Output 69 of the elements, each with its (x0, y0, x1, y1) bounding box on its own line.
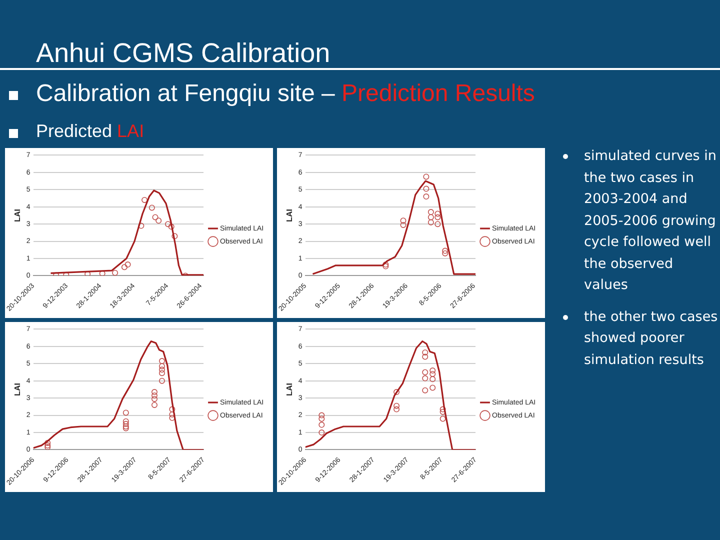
point (318, 412, 325, 418)
text: simulated curves in the two cases in 2003-2004 and 2005-2006 growing cycle followed well the observed values (584, 148, 716, 293)
text: Anhui CGMS Calibration (36, 38, 330, 69)
point (430, 370, 436, 377)
point (158, 358, 165, 364)
point (422, 387, 428, 394)
point (164, 221, 171, 228)
point (172, 233, 178, 240)
point (442, 250, 448, 256)
point (318, 422, 325, 428)
point (122, 425, 129, 432)
point (394, 406, 400, 412)
point (434, 210, 441, 217)
point (422, 369, 428, 376)
point (400, 218, 406, 224)
point (142, 196, 148, 203)
point (158, 378, 165, 384)
point (442, 248, 448, 254)
point (112, 270, 118, 276)
point (434, 221, 441, 228)
point (428, 214, 434, 220)
point (168, 224, 174, 230)
point (430, 368, 436, 374)
point (151, 389, 158, 396)
point (122, 410, 129, 416)
point (318, 416, 325, 422)
point (423, 186, 430, 192)
text: the other two cases showed poorer simulation results (584, 308, 718, 368)
point (158, 363, 165, 370)
point (440, 416, 446, 422)
point (423, 174, 430, 180)
point (400, 222, 406, 228)
point (158, 370, 165, 376)
y-axis-title: LAI (284, 209, 294, 222)
text: Prediction Results (342, 80, 535, 107)
point (394, 389, 400, 396)
text: Predicted (36, 121, 114, 141)
point (428, 209, 434, 216)
point (121, 264, 128, 270)
point (44, 440, 51, 446)
point (156, 218, 162, 224)
point (434, 214, 441, 220)
y-axis-title: LAI (284, 383, 294, 396)
point (423, 194, 430, 200)
point (151, 396, 158, 402)
text: Calibration at Fengqiu site – (36, 80, 336, 107)
y-axis-title: LAI (12, 209, 22, 222)
point (44, 444, 51, 450)
point (394, 402, 400, 409)
point (430, 376, 436, 382)
point (422, 375, 428, 382)
point (318, 430, 325, 436)
point (151, 392, 158, 398)
point (430, 384, 436, 391)
point (148, 204, 155, 211)
point (428, 219, 434, 226)
point (124, 262, 131, 268)
point (122, 418, 129, 424)
y-axis-title: LAI (12, 383, 22, 396)
point (151, 402, 158, 408)
point (44, 442, 51, 448)
point (122, 420, 129, 427)
point (422, 354, 428, 360)
point (158, 366, 165, 373)
point (152, 214, 158, 220)
point (169, 406, 176, 412)
text: LAI (117, 121, 144, 141)
point (440, 406, 446, 412)
point (422, 349, 428, 356)
